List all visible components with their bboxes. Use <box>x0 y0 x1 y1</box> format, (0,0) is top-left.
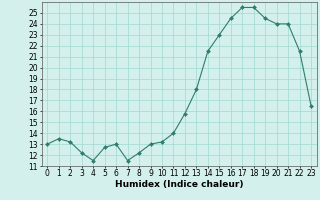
X-axis label: Humidex (Indice chaleur): Humidex (Indice chaleur) <box>115 180 244 189</box>
